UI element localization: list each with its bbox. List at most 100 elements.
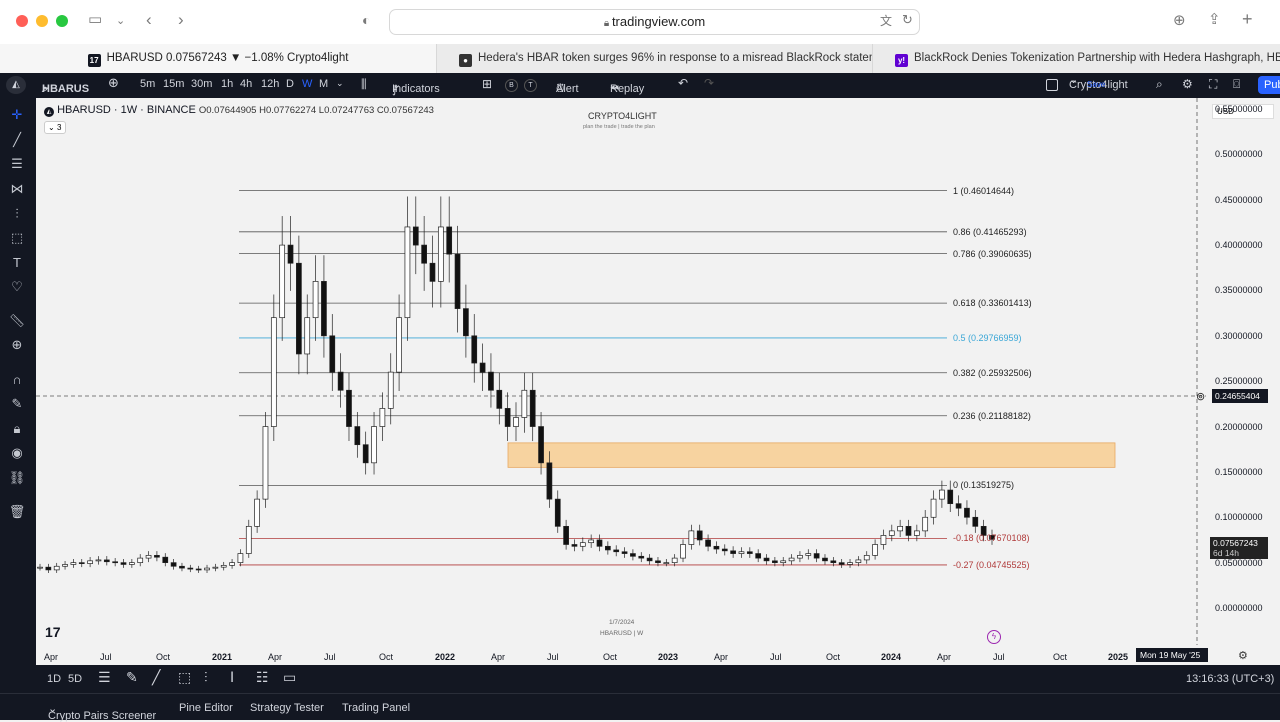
lock-icon[interactable]: 🔒︎ xyxy=(13,421,21,436)
rectangle-icon[interactable]: ⬚ xyxy=(178,669,192,685)
camera-icon[interactable]: ⌼ xyxy=(1233,77,1241,91)
candle-body xyxy=(680,544,686,559)
layouts-icon[interactable]: ⊞ xyxy=(482,77,493,91)
text-cursor-icon[interactable]: Ⅰ xyxy=(230,669,235,685)
bottom-panels: Crypto Pairs Screener ⌄ Pine Editor Stra… xyxy=(0,693,1280,722)
forward-icon[interactable]: › xyxy=(178,10,184,29)
time-tick-label: 2023 xyxy=(658,652,679,662)
time-axis-settings-icon[interactable]: ⚙︎ xyxy=(1238,650,1248,662)
heart-icon[interactable]: ♡ xyxy=(11,279,23,294)
reload-icon[interactable]: ↻ xyxy=(902,12,913,27)
interval-d[interactable]: D xyxy=(286,78,294,90)
panel-trading[interactable]: Trading Panel xyxy=(342,702,411,714)
price-chart[interactable] xyxy=(0,0,1280,665)
chevron-down-icon[interactable]: ⌄ xyxy=(336,78,344,88)
eye-icon[interactable]: ◉ xyxy=(11,445,23,460)
clock-time[interactable]: 13:16:33 (UTC+3) xyxy=(1186,673,1275,685)
currency-selector[interactable]: USD xyxy=(1212,104,1274,119)
candle-body xyxy=(805,553,812,556)
panel-pine-editor[interactable]: Pine Editor xyxy=(179,702,233,714)
compare-symbol-icon[interactable]: ⊕ xyxy=(108,75,119,90)
tv-menu-icon[interactable]: ◭ xyxy=(6,76,26,94)
indicators-button[interactable]: ⨍ Indicators ⌄ xyxy=(392,79,440,96)
translate-icon[interactable]: 文 xyxy=(880,14,893,28)
candle-body xyxy=(638,555,645,559)
lightning-icon[interactable]: ϟ xyxy=(987,630,1001,644)
parallel-channel-icon[interactable]: ⫶ xyxy=(204,669,208,685)
geometric-shapes-icon[interactable]: ⬚ xyxy=(10,230,24,245)
interval-m[interactable]: M xyxy=(319,78,329,90)
minimize-window-button[interactable] xyxy=(36,15,48,27)
publish-button[interactable]: Pub xyxy=(1258,76,1280,94)
indicators-toggle[interactable]: ⌄ 3 xyxy=(44,121,66,134)
crosshair-icon[interactable]: ✛ xyxy=(11,107,23,122)
shield-icon[interactable]: ◐ xyxy=(362,12,371,28)
interval-12h[interactable]: 12h xyxy=(261,78,280,90)
fullscreen-icon[interactable]: ⛶ xyxy=(1209,77,1218,91)
trash-icon[interactable]: 🗑︎ xyxy=(8,504,26,519)
brush-icon[interactable]: ✎ xyxy=(126,669,138,685)
trend-line-icon[interactable]: ╱ xyxy=(13,132,21,147)
price-axis[interactable]: 0.55000000 0.50000000 0.45000000 0.40000000… xyxy=(1206,98,1280,643)
candle-body xyxy=(195,568,202,571)
panel-crypto-screener[interactable]: Crypto Pairs Screener ⌄ xyxy=(48,703,157,722)
symbol-title[interactable]: HBARUSD · 1W · BINANCE xyxy=(57,104,196,116)
layout-save-label: Save xyxy=(1087,80,1106,89)
candle-body xyxy=(947,489,954,505)
undo-icon[interactable]: ↶ xyxy=(678,76,689,90)
link-icon[interactable]: ⛓︎ xyxy=(8,470,26,485)
panel-strategy-tester[interactable]: Strategy Tester xyxy=(250,702,324,714)
tab-tradingview[interactable]: 17 HBARUSD 0.07567243 ▼ −1.08% Crypto4lig… xyxy=(0,44,436,73)
comment-icon[interactable]: ▭ xyxy=(283,669,297,685)
redo-icon[interactable]: ↷ xyxy=(704,76,715,90)
pattern-icon[interactable]: ⋈ xyxy=(10,181,24,196)
search-icon[interactable]: ⌕ xyxy=(1156,77,1163,91)
fib-tool-icon[interactable]: ☰ xyxy=(98,669,111,685)
candle-body xyxy=(220,565,227,568)
rewind-icon: ⏪︎ xyxy=(610,83,619,95)
stay-in-drawing-icon[interactable]: ✎ xyxy=(11,396,23,411)
interval-1h[interactable]: 1h xyxy=(221,78,234,90)
buy-icon[interactable]: B xyxy=(505,79,518,92)
ruler-icon[interactable]: 📏︎ xyxy=(8,313,26,328)
close-window-button[interactable] xyxy=(16,15,28,27)
time-tick-label: 2025 xyxy=(1108,652,1129,662)
address-bar[interactable]: 🔒︎ tradingview.com xyxy=(389,9,920,35)
candle-body xyxy=(763,557,770,562)
candle-body xyxy=(454,253,461,309)
zoom-icon[interactable]: ⊕ xyxy=(11,337,23,352)
gear-icon[interactable]: ⚙︎ xyxy=(1182,77,1193,91)
zoom-window-button[interactable] xyxy=(56,15,68,27)
interval-5m[interactable]: 5m xyxy=(140,78,156,90)
prediction-icon[interactable]: ⫶ xyxy=(15,206,19,221)
candles-icon[interactable]: ⫼ xyxy=(361,77,367,91)
candle-body xyxy=(738,551,745,554)
back-icon[interactable]: ‹ xyxy=(146,10,152,29)
interval-w[interactable]: W xyxy=(302,78,313,90)
download-icon[interactable]: ⊕ xyxy=(1173,12,1186,29)
magnet-icon[interactable]: ∩ xyxy=(12,372,22,387)
candle-body xyxy=(504,408,511,427)
candle-body xyxy=(772,560,778,563)
interval-4h[interactable]: 4h xyxy=(240,78,253,90)
interval-15m[interactable]: 15m xyxy=(163,78,185,90)
new-tab-icon[interactable]: + xyxy=(1242,9,1253,29)
layout-icon[interactable] xyxy=(1046,79,1058,91)
chevron-down-icon[interactable]: ⌄ xyxy=(116,15,126,27)
text-icon[interactable]: T xyxy=(13,255,21,270)
fib-retracement-icon[interactable]: ☰ xyxy=(11,156,23,171)
tab-blackrock-news[interactable]: y! BlackRock Denies Tokenization Partners… xyxy=(872,44,1280,73)
chart-pane[interactable] xyxy=(36,98,1280,665)
trade-icon[interactable]: T xyxy=(524,79,537,92)
range-1d[interactable]: 1D xyxy=(47,673,62,685)
range-5d[interactable]: 5D xyxy=(68,673,83,685)
fib-level-label: 0 (0.13519275) xyxy=(953,480,1015,491)
share-icon[interactable]: ⇪ xyxy=(1208,11,1221,28)
sidebar-icon[interactable]: ▭ xyxy=(88,11,103,28)
price-tick-label: 0.55000000 xyxy=(1215,104,1263,114)
layout-name[interactable]: Crypto4light ⌄ Save xyxy=(1069,74,1128,91)
fib-extension-icon[interactable]: ☷ xyxy=(256,669,269,685)
line-tool-icon[interactable]: ╱ xyxy=(152,669,161,685)
tab-hedera-news[interactable]: ● Hedera's HBAR token surges 96% in respo… xyxy=(436,44,872,73)
interval-30m[interactable]: 30m xyxy=(191,78,213,90)
